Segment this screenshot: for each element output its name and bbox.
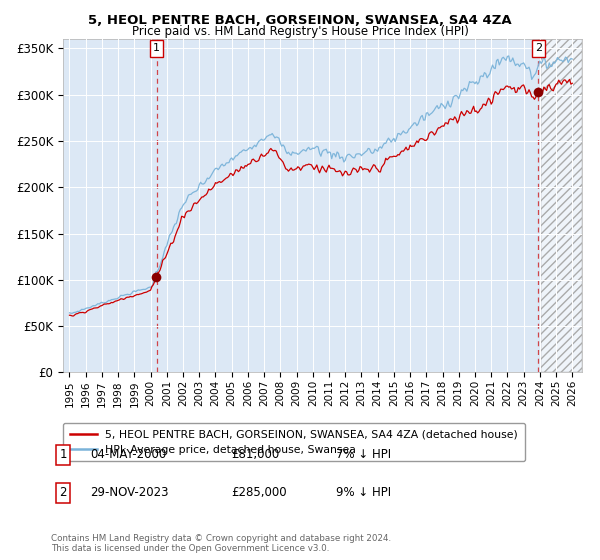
Legend: 5, HEOL PENTRE BACH, GORSEINON, SWANSEA, SA4 4ZA (detached house), HPI: Average : 5, HEOL PENTRE BACH, GORSEINON, SWANSEA,… [63, 423, 525, 461]
Text: Price paid vs. HM Land Registry's House Price Index (HPI): Price paid vs. HM Land Registry's House … [131, 25, 469, 38]
Text: Contains HM Land Registry data © Crown copyright and database right 2024.
This d: Contains HM Land Registry data © Crown c… [51, 534, 391, 553]
Bar [541, 39, 582, 372]
Text: 29-NOV-2023: 29-NOV-2023 [90, 486, 169, 500]
Bar [541, 39, 582, 372]
Text: 7% ↓ HPI: 7% ↓ HPI [336, 448, 391, 461]
Text: 04-MAY-2000: 04-MAY-2000 [90, 448, 166, 461]
Text: 2: 2 [59, 486, 67, 500]
Text: 9% ↓ HPI: 9% ↓ HPI [336, 486, 391, 500]
Text: 1: 1 [153, 44, 160, 53]
Text: 5, HEOL PENTRE BACH, GORSEINON, SWANSEA, SA4 4ZA: 5, HEOL PENTRE BACH, GORSEINON, SWANSEA,… [88, 14, 512, 27]
Text: 2: 2 [535, 44, 542, 53]
Text: £81,000: £81,000 [231, 448, 279, 461]
Text: 1: 1 [59, 448, 67, 461]
Text: £285,000: £285,000 [231, 486, 287, 500]
